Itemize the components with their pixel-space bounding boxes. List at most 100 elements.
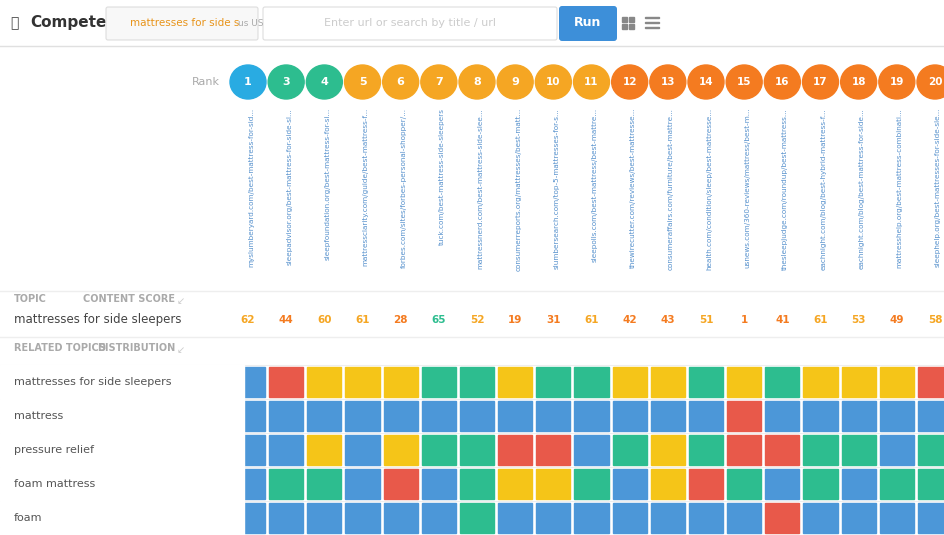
Bar — [650, 503, 684, 533]
Text: 61: 61 — [813, 315, 827, 325]
Ellipse shape — [345, 65, 380, 99]
Bar — [0, 467, 244, 501]
Text: 17: 17 — [813, 77, 827, 87]
Text: thewirecutter.com/reviews/best-mattresse...: thewirecutter.com/reviews/best-mattresse… — [629, 108, 635, 269]
Bar — [307, 367, 341, 397]
Text: forbes.com/sites/forbes-personal-shopper/...: forbes.com/sites/forbes-personal-shopper… — [400, 108, 406, 268]
Bar — [841, 435, 875, 465]
Ellipse shape — [878, 65, 914, 99]
Bar — [574, 503, 608, 533]
Text: tuck.com/best-mattress-side-sleepers: tuck.com/best-mattress-side-sleepers — [438, 108, 445, 245]
Bar — [269, 469, 303, 499]
Text: 🏆: 🏆 — [10, 16, 18, 30]
Text: 14: 14 — [698, 77, 713, 87]
Bar — [307, 435, 341, 465]
Bar — [307, 503, 341, 533]
Text: 49: 49 — [888, 315, 903, 325]
Text: 13: 13 — [660, 77, 674, 87]
Bar — [645, 17, 658, 18]
Bar — [645, 27, 658, 28]
Text: slumbersearch.com/top-5-mattresses-for-s...: slumbersearch.com/top-5-mattresses-for-s… — [553, 108, 559, 269]
Bar — [688, 435, 722, 465]
Bar — [497, 503, 531, 533]
Bar — [688, 469, 722, 499]
Bar — [879, 469, 913, 499]
Text: eachnight.com/blog/best-mattress-for-side...: eachnight.com/blog/best-mattress-for-sid… — [858, 108, 864, 269]
Bar — [802, 503, 836, 533]
Bar — [917, 469, 944, 499]
Bar — [535, 367, 570, 397]
Bar — [383, 435, 417, 465]
Text: 61: 61 — [355, 315, 369, 325]
Bar — [383, 469, 417, 499]
Bar — [612, 469, 646, 499]
Bar — [802, 367, 836, 397]
Bar — [574, 367, 608, 397]
Text: 28: 28 — [393, 315, 408, 325]
Bar — [535, 503, 570, 533]
Bar — [765, 503, 799, 533]
Ellipse shape — [611, 65, 647, 99]
Bar — [307, 469, 341, 499]
Bar — [726, 469, 761, 499]
Text: sleepfoundation.org/best-mattress-for-si...: sleepfoundation.org/best-mattress-for-si… — [324, 108, 330, 260]
Text: Enter url or search by title / url: Enter url or search by title / url — [324, 18, 496, 28]
Bar — [421, 503, 455, 533]
Text: 62: 62 — [241, 315, 255, 325]
Bar — [621, 17, 626, 22]
Bar — [535, 469, 570, 499]
Ellipse shape — [801, 65, 837, 99]
FancyBboxPatch shape — [106, 7, 258, 40]
Text: mattresses for side s: mattresses for side s — [130, 18, 239, 28]
Text: 52: 52 — [469, 315, 483, 325]
Text: 6: 6 — [396, 77, 404, 87]
Bar — [269, 503, 303, 533]
Text: RELATED TOPICS: RELATED TOPICS — [14, 343, 106, 353]
Bar — [765, 469, 799, 499]
Text: mattressnerd.com/best-mattress-side-slee...: mattressnerd.com/best-mattress-side-slee… — [477, 108, 482, 269]
Bar — [307, 401, 341, 431]
Bar — [346, 469, 379, 499]
Bar — [0, 0, 944, 46]
Bar — [269, 435, 303, 465]
Bar — [645, 21, 658, 23]
Bar — [0, 399, 244, 433]
Text: ↙: ↙ — [177, 296, 185, 306]
Bar — [574, 469, 608, 499]
Bar — [879, 367, 913, 397]
Bar — [0, 501, 244, 535]
Ellipse shape — [687, 65, 723, 99]
Text: us US: us US — [238, 19, 263, 27]
Text: 8: 8 — [473, 77, 480, 87]
Bar — [629, 24, 633, 29]
Bar — [650, 435, 684, 465]
Text: 10: 10 — [546, 77, 560, 87]
Bar — [230, 435, 265, 465]
Ellipse shape — [916, 65, 944, 99]
Bar — [612, 401, 646, 431]
Bar — [841, 503, 875, 533]
Text: myslumberyard.com/best-mattress-for-sid...: myslumberyard.com/best-mattress-for-sid.… — [247, 108, 254, 267]
Ellipse shape — [229, 65, 265, 99]
Bar — [917, 367, 944, 397]
Bar — [726, 367, 761, 397]
Text: 1: 1 — [244, 77, 252, 87]
Text: 15: 15 — [736, 77, 750, 87]
Bar — [917, 435, 944, 465]
Bar — [230, 367, 265, 397]
Bar — [460, 367, 494, 397]
Ellipse shape — [840, 65, 876, 99]
Text: Compete: Compete — [30, 16, 107, 30]
Text: pressure relief: pressure relief — [14, 445, 93, 455]
Ellipse shape — [268, 65, 304, 99]
FancyBboxPatch shape — [262, 7, 556, 40]
Text: 53: 53 — [851, 315, 865, 325]
Ellipse shape — [497, 65, 532, 99]
Ellipse shape — [382, 65, 418, 99]
Bar — [460, 503, 494, 533]
Bar — [346, 435, 379, 465]
Text: 9: 9 — [511, 77, 518, 87]
Bar — [650, 367, 684, 397]
Bar — [230, 469, 265, 499]
Text: 3: 3 — [282, 77, 290, 87]
